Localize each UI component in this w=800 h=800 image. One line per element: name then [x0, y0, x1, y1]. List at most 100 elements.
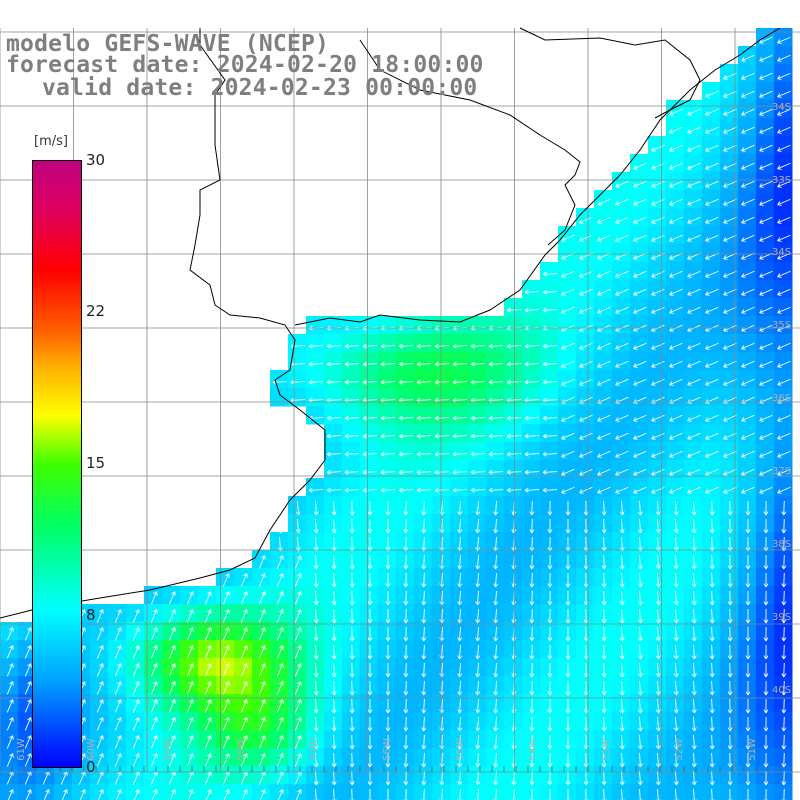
wind-arrow [759, 234, 773, 242]
wind-cell [198, 694, 217, 713]
wind-cell [0, 712, 19, 731]
wind-cell [594, 514, 613, 533]
wind-arrow [349, 500, 355, 516]
wind-arrow [687, 468, 701, 476]
wind-arrow [385, 554, 391, 570]
wind-arrow [313, 662, 319, 678]
wind-arrow [669, 414, 683, 422]
wind-arrow [524, 289, 540, 295]
wind-cell [180, 766, 199, 785]
wind-arrow [673, 698, 679, 714]
wind-cell [108, 712, 127, 731]
wind-cell [378, 694, 397, 713]
wind-arrow [186, 699, 194, 713]
wind-arrow [547, 590, 553, 606]
wind-arrow [759, 162, 773, 170]
wind-arrow [132, 699, 140, 713]
wind-arrow [709, 626, 715, 642]
wind-arrow [619, 788, 625, 800]
wind-arrow [313, 752, 319, 768]
wind-cell [738, 730, 757, 749]
wind-cell [396, 370, 415, 389]
wind-cell [396, 568, 415, 587]
wind-cell [360, 442, 379, 461]
wind-arrow [452, 487, 468, 493]
wind-arrow [579, 360, 593, 368]
wind-arrow [763, 518, 769, 534]
wind-arrow [705, 234, 719, 242]
latitude-label: 40S [772, 685, 792, 696]
wind-arrow [493, 554, 499, 570]
wind-cell [180, 748, 199, 767]
wind-cell [126, 694, 145, 713]
wind-cell [720, 514, 739, 533]
wind-arrow [669, 288, 683, 296]
wind-cell [486, 370, 505, 389]
wind-arrow [349, 518, 355, 534]
wind-arrow [669, 360, 683, 368]
wind-cell [630, 658, 649, 677]
wind-cell [414, 568, 433, 587]
wind-arrow [529, 608, 535, 624]
wind-arrow [669, 342, 683, 350]
wind-arrow [421, 698, 427, 714]
wind-cell [720, 730, 739, 749]
wind-arrow [709, 770, 715, 786]
wind-arrow [96, 717, 104, 731]
wind-arrow [421, 788, 427, 800]
wind-cell [504, 352, 523, 371]
wind-cell [180, 640, 199, 659]
wind-cell [396, 532, 415, 551]
wind-arrow [547, 698, 553, 714]
wind-arrow [150, 663, 158, 677]
wind-arrow [529, 734, 535, 750]
wind-cell [360, 784, 379, 800]
wind-cell [558, 730, 577, 749]
latitude-label: 35S [772, 320, 792, 331]
wind-cell [306, 586, 325, 605]
wind-arrow [651, 486, 665, 494]
longitude-label: 57W [308, 738, 320, 761]
wind-cell [450, 622, 469, 641]
wind-arrow [529, 518, 535, 534]
wind-cell [630, 676, 649, 695]
wind-arrow [601, 644, 607, 660]
wind-arrow [687, 360, 701, 368]
wind-cell [378, 316, 397, 335]
wind-arrow [597, 216, 611, 224]
wind-cell [0, 694, 19, 713]
wind-cell [630, 496, 649, 515]
wind-cell [72, 784, 91, 800]
wind-cell [450, 586, 469, 605]
wind-cell [450, 352, 469, 371]
wind-arrow [547, 716, 553, 732]
wind-cell [450, 694, 469, 713]
wind-arrow [651, 270, 665, 278]
wind-arrow [705, 288, 719, 296]
wind-arrow [542, 379, 558, 385]
wind-arrow [186, 609, 194, 623]
wind-arrow [403, 662, 409, 678]
wind-arrow [24, 699, 32, 713]
wind-cell [666, 496, 685, 515]
wind-arrow [294, 753, 302, 767]
wind-cell [522, 676, 541, 695]
wind-arrow [633, 378, 647, 386]
wind-cell [522, 568, 541, 587]
wind-arrow [619, 662, 625, 678]
wind-cell [540, 784, 559, 800]
wind-arrow [601, 680, 607, 696]
colorbar-tick-30: 30 [86, 151, 106, 169]
wind-arrow [258, 699, 266, 713]
wind-cell [414, 388, 433, 407]
wind-arrow [258, 663, 266, 677]
wind-arrow [240, 627, 248, 641]
wind-arrow [597, 342, 611, 350]
wind-cell [270, 388, 289, 407]
wind-cell [684, 568, 703, 587]
wind-cell [288, 640, 307, 659]
wind-cell [630, 766, 649, 785]
wind-cell [396, 622, 415, 641]
latitude-label: 34S [772, 247, 792, 258]
wind-arrow [561, 342, 575, 350]
